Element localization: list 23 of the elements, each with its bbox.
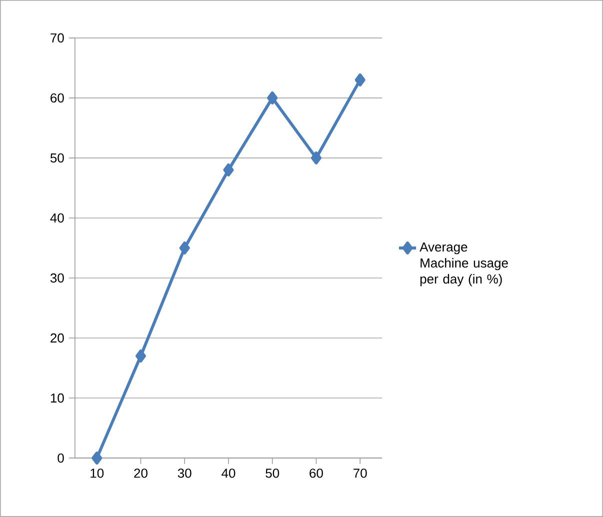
point	[135, 350, 146, 363]
point	[92, 452, 102, 465]
x-tick-label: 50	[266, 468, 280, 478]
y-tick-label: 30	[50, 273, 64, 283]
y-tick-label: 50	[50, 153, 64, 163]
y-tick-label: 60	[50, 93, 64, 103]
y-tick-label: 0	[58, 453, 64, 463]
point	[223, 163, 234, 176]
point	[310, 151, 322, 164]
x-tick-label: 40	[222, 468, 236, 478]
x-tick-label: 30	[178, 468, 192, 478]
y-tick-label: 40	[50, 213, 64, 223]
x-tick-label: 70	[354, 468, 367, 478]
point	[267, 91, 278, 104]
legend-label: Average Machine usage per day (in %)	[420, 242, 508, 286]
x-tick-label: 20	[134, 468, 148, 478]
point	[354, 73, 366, 86]
point	[179, 241, 190, 254]
y-tick-label: 20	[50, 333, 64, 343]
y-tick-label: 10	[50, 393, 64, 403]
y-tick-label: 70	[50, 33, 64, 43]
x-tick-label: 10	[90, 468, 104, 478]
x-tick-label: 60	[310, 468, 323, 478]
